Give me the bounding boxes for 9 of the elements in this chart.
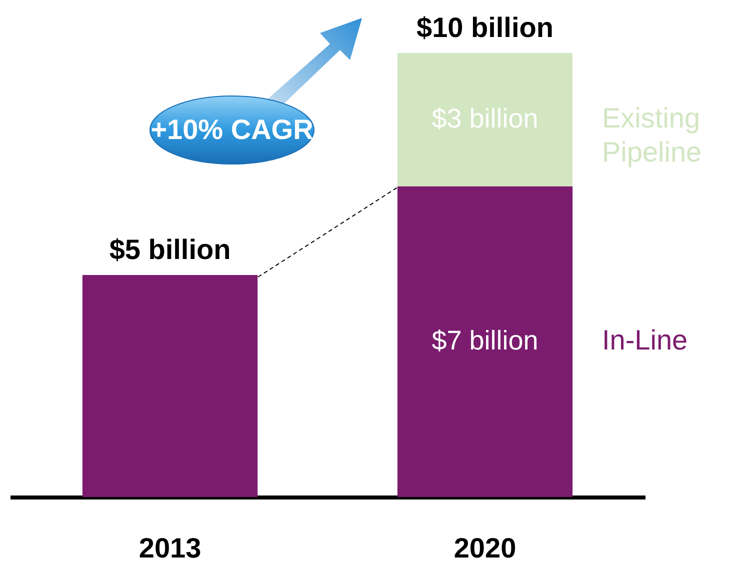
data-label: $7 billion xyxy=(432,326,538,356)
x-tick-label: 2013 xyxy=(138,532,202,564)
data-label: $3 billion xyxy=(432,104,538,134)
total-label: $5 billion xyxy=(109,234,231,265)
total-label: $10 billion xyxy=(416,12,554,43)
series-label: Existing Pipeline xyxy=(602,102,702,168)
annotation: +10% CAGR xyxy=(150,113,314,147)
series-label: In-Line xyxy=(602,324,688,356)
x-tick-label: 2020 xyxy=(454,532,516,564)
